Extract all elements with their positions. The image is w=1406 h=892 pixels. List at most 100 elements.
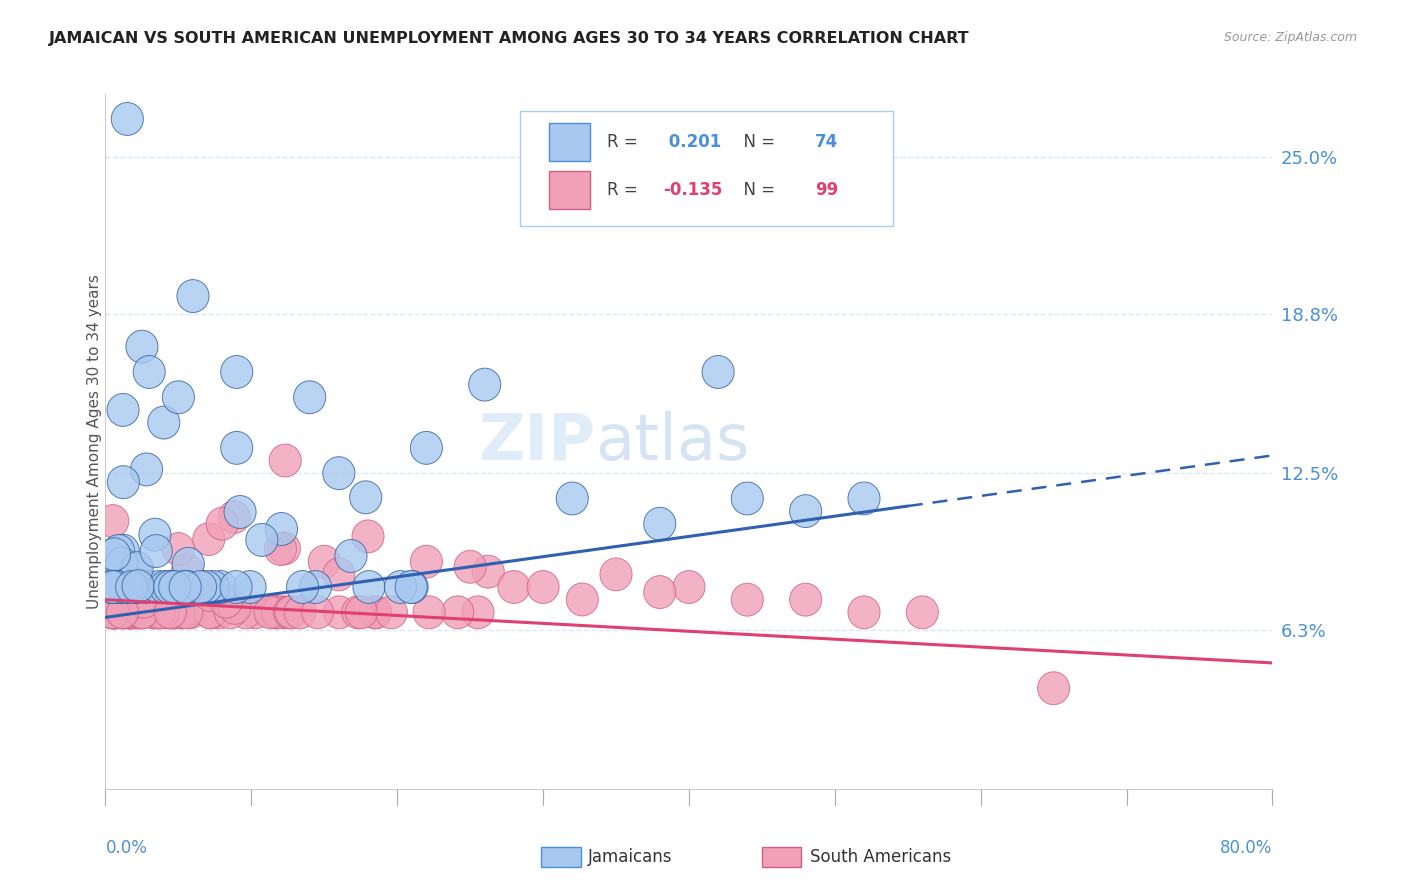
Ellipse shape — [166, 596, 197, 629]
Ellipse shape — [114, 596, 146, 629]
Ellipse shape — [731, 482, 763, 515]
Ellipse shape — [97, 596, 129, 629]
Ellipse shape — [221, 432, 253, 465]
Ellipse shape — [108, 571, 141, 604]
Ellipse shape — [673, 571, 704, 604]
Ellipse shape — [472, 555, 505, 588]
Text: Source: ZipAtlas.com: Source: ZipAtlas.com — [1223, 31, 1357, 45]
Ellipse shape — [194, 579, 226, 612]
Ellipse shape — [263, 596, 294, 629]
Ellipse shape — [148, 596, 180, 629]
Ellipse shape — [174, 596, 207, 629]
Ellipse shape — [149, 571, 181, 604]
Ellipse shape — [323, 457, 354, 490]
Ellipse shape — [105, 596, 138, 629]
Ellipse shape — [257, 596, 290, 629]
Ellipse shape — [384, 571, 416, 604]
Ellipse shape — [193, 523, 225, 556]
Ellipse shape — [110, 571, 142, 604]
Text: N =: N = — [734, 133, 780, 152]
Ellipse shape — [190, 571, 222, 604]
Ellipse shape — [162, 533, 194, 566]
Ellipse shape — [121, 571, 153, 604]
Ellipse shape — [97, 571, 129, 604]
Ellipse shape — [105, 547, 138, 580]
Ellipse shape — [342, 596, 374, 629]
Ellipse shape — [731, 583, 763, 616]
Ellipse shape — [107, 596, 138, 629]
Ellipse shape — [138, 596, 170, 629]
Ellipse shape — [284, 596, 316, 629]
Ellipse shape — [352, 520, 384, 553]
Ellipse shape — [335, 540, 367, 573]
Ellipse shape — [498, 571, 530, 604]
Ellipse shape — [600, 558, 633, 591]
Ellipse shape — [848, 482, 880, 515]
Ellipse shape — [97, 505, 129, 538]
Ellipse shape — [100, 589, 132, 622]
Ellipse shape — [169, 576, 201, 609]
Ellipse shape — [98, 538, 131, 571]
Ellipse shape — [211, 585, 242, 618]
Ellipse shape — [125, 596, 157, 629]
Ellipse shape — [120, 553, 152, 586]
Ellipse shape — [350, 481, 382, 514]
Ellipse shape — [97, 571, 129, 604]
Text: 0.0%: 0.0% — [105, 838, 148, 856]
Ellipse shape — [269, 532, 301, 565]
Ellipse shape — [197, 571, 229, 604]
Ellipse shape — [411, 432, 443, 465]
Ellipse shape — [266, 513, 298, 545]
Ellipse shape — [141, 596, 173, 629]
Ellipse shape — [172, 571, 204, 604]
Ellipse shape — [100, 596, 132, 629]
Ellipse shape — [360, 596, 391, 629]
Ellipse shape — [166, 596, 197, 629]
Ellipse shape — [167, 571, 200, 604]
Ellipse shape — [143, 596, 176, 629]
Ellipse shape — [353, 571, 385, 604]
Ellipse shape — [172, 592, 204, 625]
Ellipse shape — [276, 596, 307, 629]
FancyBboxPatch shape — [548, 170, 589, 209]
Text: 80.0%: 80.0% — [1220, 838, 1272, 856]
Ellipse shape — [246, 524, 278, 557]
Ellipse shape — [155, 596, 187, 629]
Text: -0.135: -0.135 — [664, 181, 723, 199]
Ellipse shape — [97, 596, 129, 629]
Ellipse shape — [121, 596, 153, 629]
Text: 74: 74 — [815, 133, 838, 152]
Ellipse shape — [308, 545, 340, 578]
Ellipse shape — [138, 596, 170, 629]
Ellipse shape — [170, 596, 202, 629]
Ellipse shape — [107, 534, 139, 567]
Ellipse shape — [139, 518, 172, 551]
Ellipse shape — [1038, 672, 1070, 705]
Ellipse shape — [107, 596, 139, 629]
Ellipse shape — [557, 482, 588, 515]
Ellipse shape — [790, 583, 821, 616]
Ellipse shape — [153, 571, 186, 604]
Ellipse shape — [97, 596, 129, 629]
Ellipse shape — [115, 596, 148, 629]
Ellipse shape — [128, 585, 160, 618]
Ellipse shape — [142, 571, 174, 604]
Ellipse shape — [205, 571, 236, 604]
Ellipse shape — [101, 571, 134, 604]
Ellipse shape — [463, 596, 494, 629]
Ellipse shape — [114, 596, 146, 629]
Ellipse shape — [159, 571, 191, 604]
Ellipse shape — [141, 534, 173, 567]
Ellipse shape — [129, 571, 162, 604]
Ellipse shape — [644, 508, 676, 541]
Ellipse shape — [98, 596, 129, 629]
Ellipse shape — [207, 508, 238, 541]
Ellipse shape — [454, 550, 486, 583]
Ellipse shape — [170, 571, 202, 604]
Ellipse shape — [396, 571, 429, 604]
Text: R =: R = — [607, 181, 644, 199]
Ellipse shape — [120, 571, 152, 604]
Ellipse shape — [122, 570, 155, 603]
Ellipse shape — [103, 534, 135, 567]
Text: South Americans: South Americans — [810, 848, 950, 866]
